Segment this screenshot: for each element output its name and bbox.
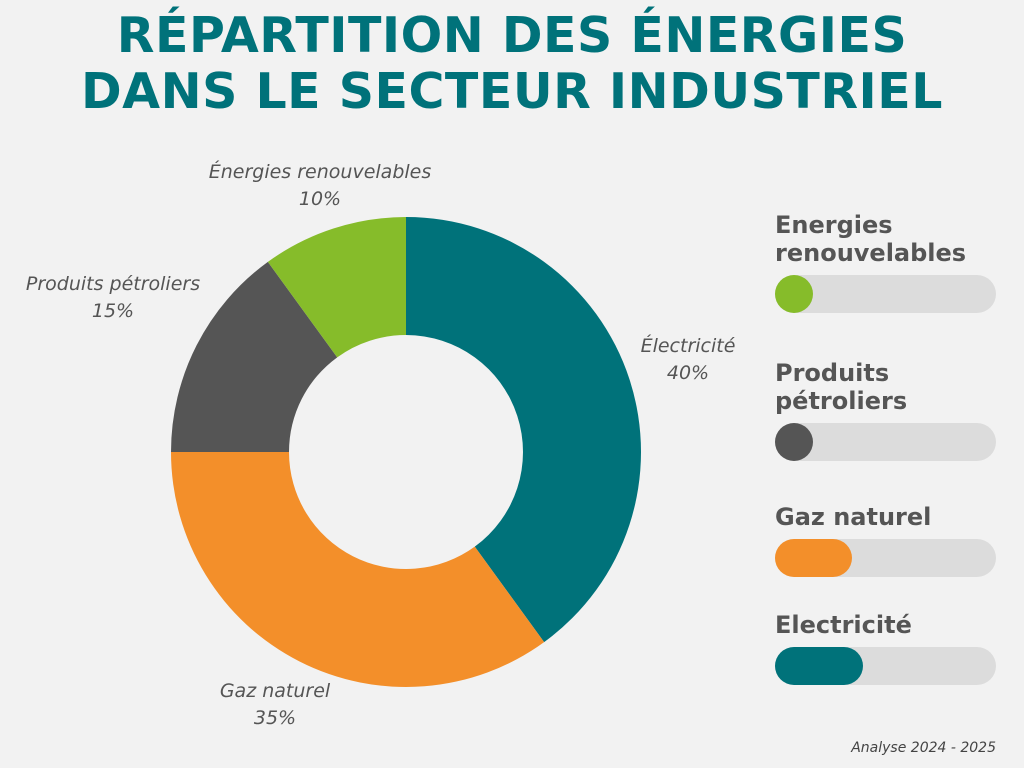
bar [775,647,864,685]
donut-slice [171,261,338,452]
donut-slice [171,452,545,688]
donut-slice [267,217,406,358]
bar [775,539,853,577]
legend-label: Gaz naturel [775,503,932,531]
slice-label: Électricité [641,334,736,357]
slice-label: Produits pétroliers [26,273,200,295]
legend-item: Electricité [775,611,996,685]
value-label: 35% [254,707,296,729]
legend-label: Energies renouvelables [775,211,967,267]
slice-label: Gaz naturel [220,680,331,702]
legend-item: Energies renouvelables [775,211,996,313]
legend-item: Gaz naturel [775,503,996,577]
bar [775,275,813,313]
footnote: Analyse 2024 - 2025 [851,740,996,756]
legend-label: Electricité [775,611,912,639]
value-label: 15% [92,300,134,322]
value-label: 10% [299,188,341,210]
value-label: 40% [667,362,709,384]
chart-title: RÉPARTITION DES ÉNERGIES DANS LE SECTEUR… [81,7,943,120]
legend-item: Produits pétroliers [775,359,996,461]
legend-label: Produits pétroliers [775,359,908,415]
donut-slice [406,217,641,643]
bar [775,423,813,461]
slice-label: Énergies renouvelables [209,160,432,183]
